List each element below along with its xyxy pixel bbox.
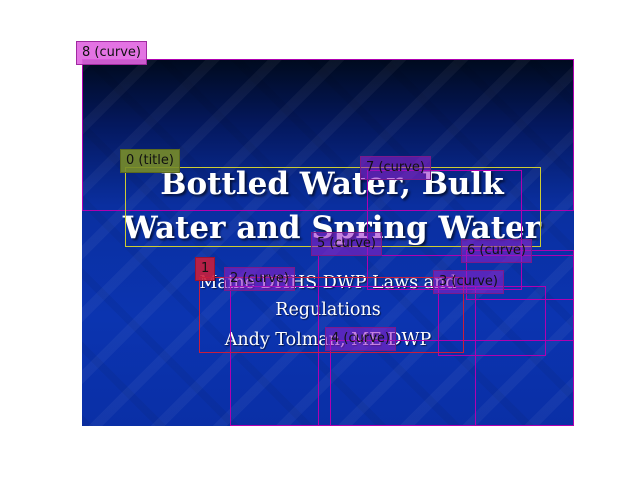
annotation-label-7: 7 (curve) — [360, 156, 431, 180]
annotation-label-8: 8 (curve) — [76, 41, 147, 65]
annotation-label-5: 5 (curve) — [311, 232, 382, 256]
annotation-label-3: 3 (curve) — [433, 270, 504, 294]
curve-8-line — [82, 210, 574, 212]
annotation-label-1: 1 — [195, 257, 216, 281]
annotation-label-4: 4 (curve) — [325, 327, 396, 351]
body-region — [199, 277, 464, 353]
annotation-label-6: 6 (curve) — [461, 239, 532, 263]
annotation-label-2: 2 (curve) — [224, 267, 295, 291]
curve-4-region — [330, 340, 574, 426]
annotation-label-0: 0 (title) — [120, 149, 180, 173]
